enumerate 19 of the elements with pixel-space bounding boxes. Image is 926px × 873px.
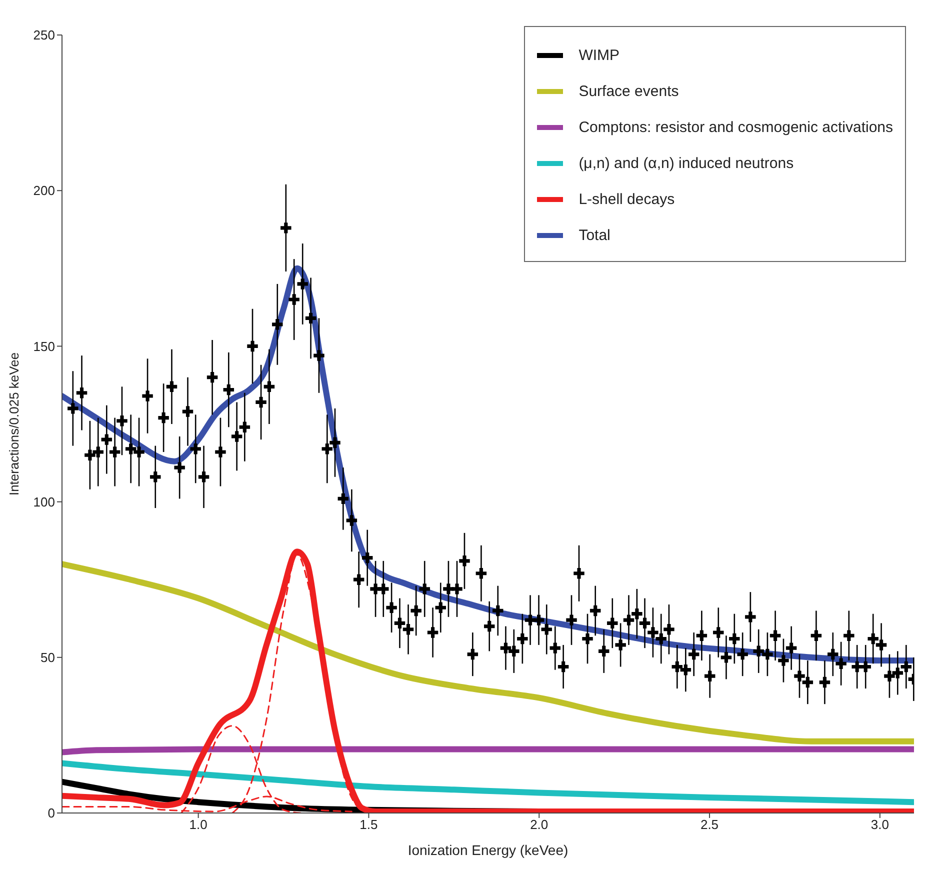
y-tick-label: 100 bbox=[33, 494, 55, 510]
legend-label: Total bbox=[578, 226, 610, 244]
legend-label: (μ,n) and (α,n) induced neutrons bbox=[578, 154, 794, 172]
y-tick-label: 200 bbox=[33, 183, 55, 198]
legend-label: WIMP bbox=[578, 46, 620, 64]
x-tick-label: 3.0 bbox=[870, 817, 889, 832]
y-tick-label: 250 bbox=[33, 28, 55, 43]
legend-label: Surface events bbox=[578, 82, 679, 100]
legend-label: L-shell decays bbox=[578, 190, 675, 208]
x-tick-label: 1.0 bbox=[189, 817, 208, 832]
legend-label: Comptons: resistor and cosmogenic activations bbox=[578, 118, 893, 136]
x-tick-label: 1.5 bbox=[360, 817, 378, 832]
x-axis-title: Ionization Energy (keVee) bbox=[408, 842, 568, 858]
x-tick-label: 2.0 bbox=[530, 817, 548, 832]
x-tick-label: 2.5 bbox=[700, 817, 719, 832]
y-tick-label: 0 bbox=[48, 806, 55, 821]
y-tick-label: 50 bbox=[40, 650, 55, 666]
y-axis-title: Interactions/0.025 keVee bbox=[6, 352, 22, 496]
y-tick-label: 150 bbox=[33, 338, 55, 354]
